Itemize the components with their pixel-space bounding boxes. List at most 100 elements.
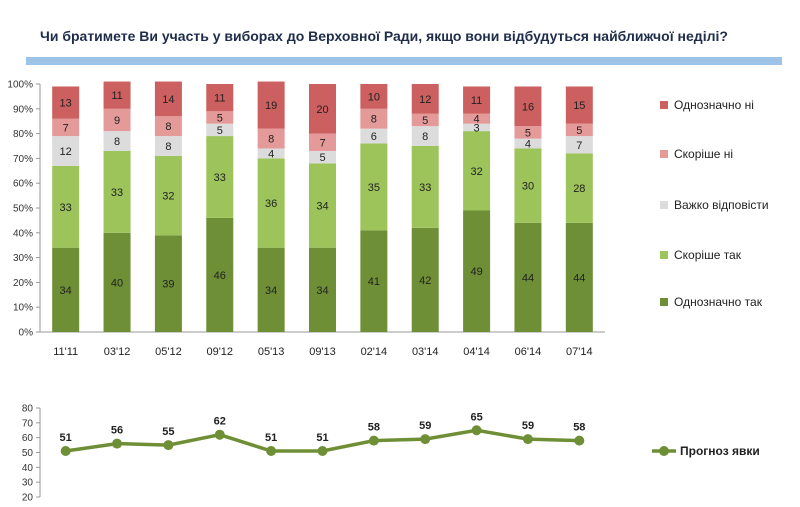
bar-segment: [52, 136, 80, 166]
bar-segment: [103, 108, 131, 132]
bar-value-label: 7: [319, 137, 325, 149]
bar-segment: [411, 84, 439, 114]
bar-category-label: 05'13: [258, 346, 285, 358]
bar-segment: [565, 153, 593, 223]
bar-segment: [309, 163, 336, 248]
bar-value-label: 34: [316, 201, 328, 213]
bar-segment: [206, 84, 234, 112]
bar-legend-label: Важко відповісти: [674, 198, 769, 212]
bar-category-label: 03'14: [412, 346, 439, 358]
line-point: [522, 434, 533, 445]
bar-legend-label: Скоріше так: [674, 248, 742, 262]
line-y-tick-label: 20: [22, 493, 34, 504]
bar-y-tick-label: 50%: [13, 204, 33, 215]
bar-segment: [360, 128, 388, 144]
bar-value-label: 15: [573, 100, 585, 112]
bar-y-tick-label: 10%: [13, 303, 33, 314]
bar-value-label: 7: [576, 140, 582, 152]
bar-legend-swatch: [660, 150, 668, 158]
bar-value-label: 8: [371, 114, 377, 126]
line-value-label: 51: [316, 432, 328, 444]
bar-y-tick-label: 90%: [13, 104, 33, 115]
bar-value-label: 33: [60, 202, 72, 214]
bar-segment: [154, 136, 182, 156]
line-value-label: 55: [162, 426, 174, 438]
bar-value-label: 34: [316, 285, 328, 297]
bar-value-label: 44: [522, 272, 534, 284]
bar-value-label: 11: [214, 93, 225, 105]
bar-category-label: 11'11: [53, 346, 78, 358]
bar-value-label: 16: [522, 101, 534, 113]
bar-category-label: 02'14: [361, 346, 388, 358]
bar-y-tick-label: 60%: [13, 179, 33, 190]
bar-category-label: 06'14: [515, 346, 542, 358]
bar-value-label: 8: [165, 141, 171, 153]
bar-segment: [463, 210, 491, 332]
bar-value-label: 20: [316, 104, 328, 116]
bar-value-label: 35: [368, 182, 380, 194]
bar-value-label: 13: [60, 98, 72, 110]
line-value-label: 59: [522, 420, 534, 432]
bar-value-label: 3: [474, 122, 480, 134]
bar-legend-swatch: [660, 298, 668, 306]
bar-value-label: 5: [525, 127, 531, 139]
bar-segment: [103, 150, 131, 233]
line-value-label: 59: [419, 420, 431, 432]
bar-legend-label: Скоріше ні: [674, 147, 733, 161]
bar-segment: [360, 84, 388, 109]
bar-segment: [360, 143, 388, 231]
bar-y-tick-label: 40%: [13, 228, 33, 239]
bar-category-label: 07'14: [566, 346, 593, 358]
bar-value-label: 33: [419, 182, 431, 194]
line-y-tick-label: 70: [22, 418, 34, 429]
bar-segment: [565, 136, 593, 154]
line-y-tick-label: 40: [22, 463, 34, 474]
bar-category-label: 05'12: [155, 346, 182, 358]
bar-value-label: 42: [419, 275, 431, 287]
bar-segment: [52, 86, 80, 119]
bar-segment: [103, 81, 131, 109]
bar-value-label: 40: [111, 277, 123, 289]
bar-value-label: 34: [60, 285, 72, 297]
bar-segment: [206, 136, 234, 218]
bar-value-label: 4: [474, 114, 480, 126]
bar-value-label: 28: [573, 183, 585, 195]
bar-legend-swatch: [660, 201, 668, 209]
bar-value-label: 44: [573, 272, 585, 284]
bar-segment: [257, 128, 285, 149]
bar-segment: [257, 81, 285, 129]
chart-title: Чи братимете Ви участь у виборах до Верх…: [40, 28, 728, 44]
bar-value-label: 14: [162, 94, 174, 106]
bar-segment: [411, 113, 439, 127]
bar-value-label: 5: [217, 112, 223, 124]
bar-value-label: 4: [268, 148, 274, 160]
bar-segment: [206, 111, 234, 124]
bar-segment: [206, 217, 234, 332]
bar-value-label: 11: [471, 95, 482, 107]
bar-value-label: 11: [111, 90, 122, 102]
bar-value-label: 8: [268, 134, 274, 146]
bar-value-label: 34: [265, 285, 277, 297]
bar-segment: [52, 118, 80, 137]
bar-value-label: 30: [522, 181, 534, 193]
line-y-tick-label: 80: [22, 404, 34, 415]
line-point: [368, 435, 379, 446]
bar-value-label: 32: [162, 191, 174, 203]
bar-value-label: 5: [576, 125, 582, 137]
bar-value-label: 12: [419, 94, 431, 106]
line-point: [60, 446, 71, 457]
bar-segment: [154, 81, 182, 117]
bar-value-label: 5: [422, 115, 428, 127]
line-legend-label: Прогноз явки: [680, 444, 760, 458]
bar-segment: [360, 230, 388, 332]
bar-segment: [52, 165, 80, 248]
bar-value-label: 39: [162, 279, 174, 291]
bar-y-tick-label: 0%: [19, 328, 34, 339]
bar-segment: [257, 247, 285, 332]
line-y-tick-label: 60: [22, 433, 34, 444]
bar-legend-swatch: [660, 251, 668, 259]
line-point: [420, 434, 431, 445]
bar-segment: [257, 148, 285, 159]
bar-segment: [257, 158, 285, 248]
bar-segment: [411, 126, 439, 146]
